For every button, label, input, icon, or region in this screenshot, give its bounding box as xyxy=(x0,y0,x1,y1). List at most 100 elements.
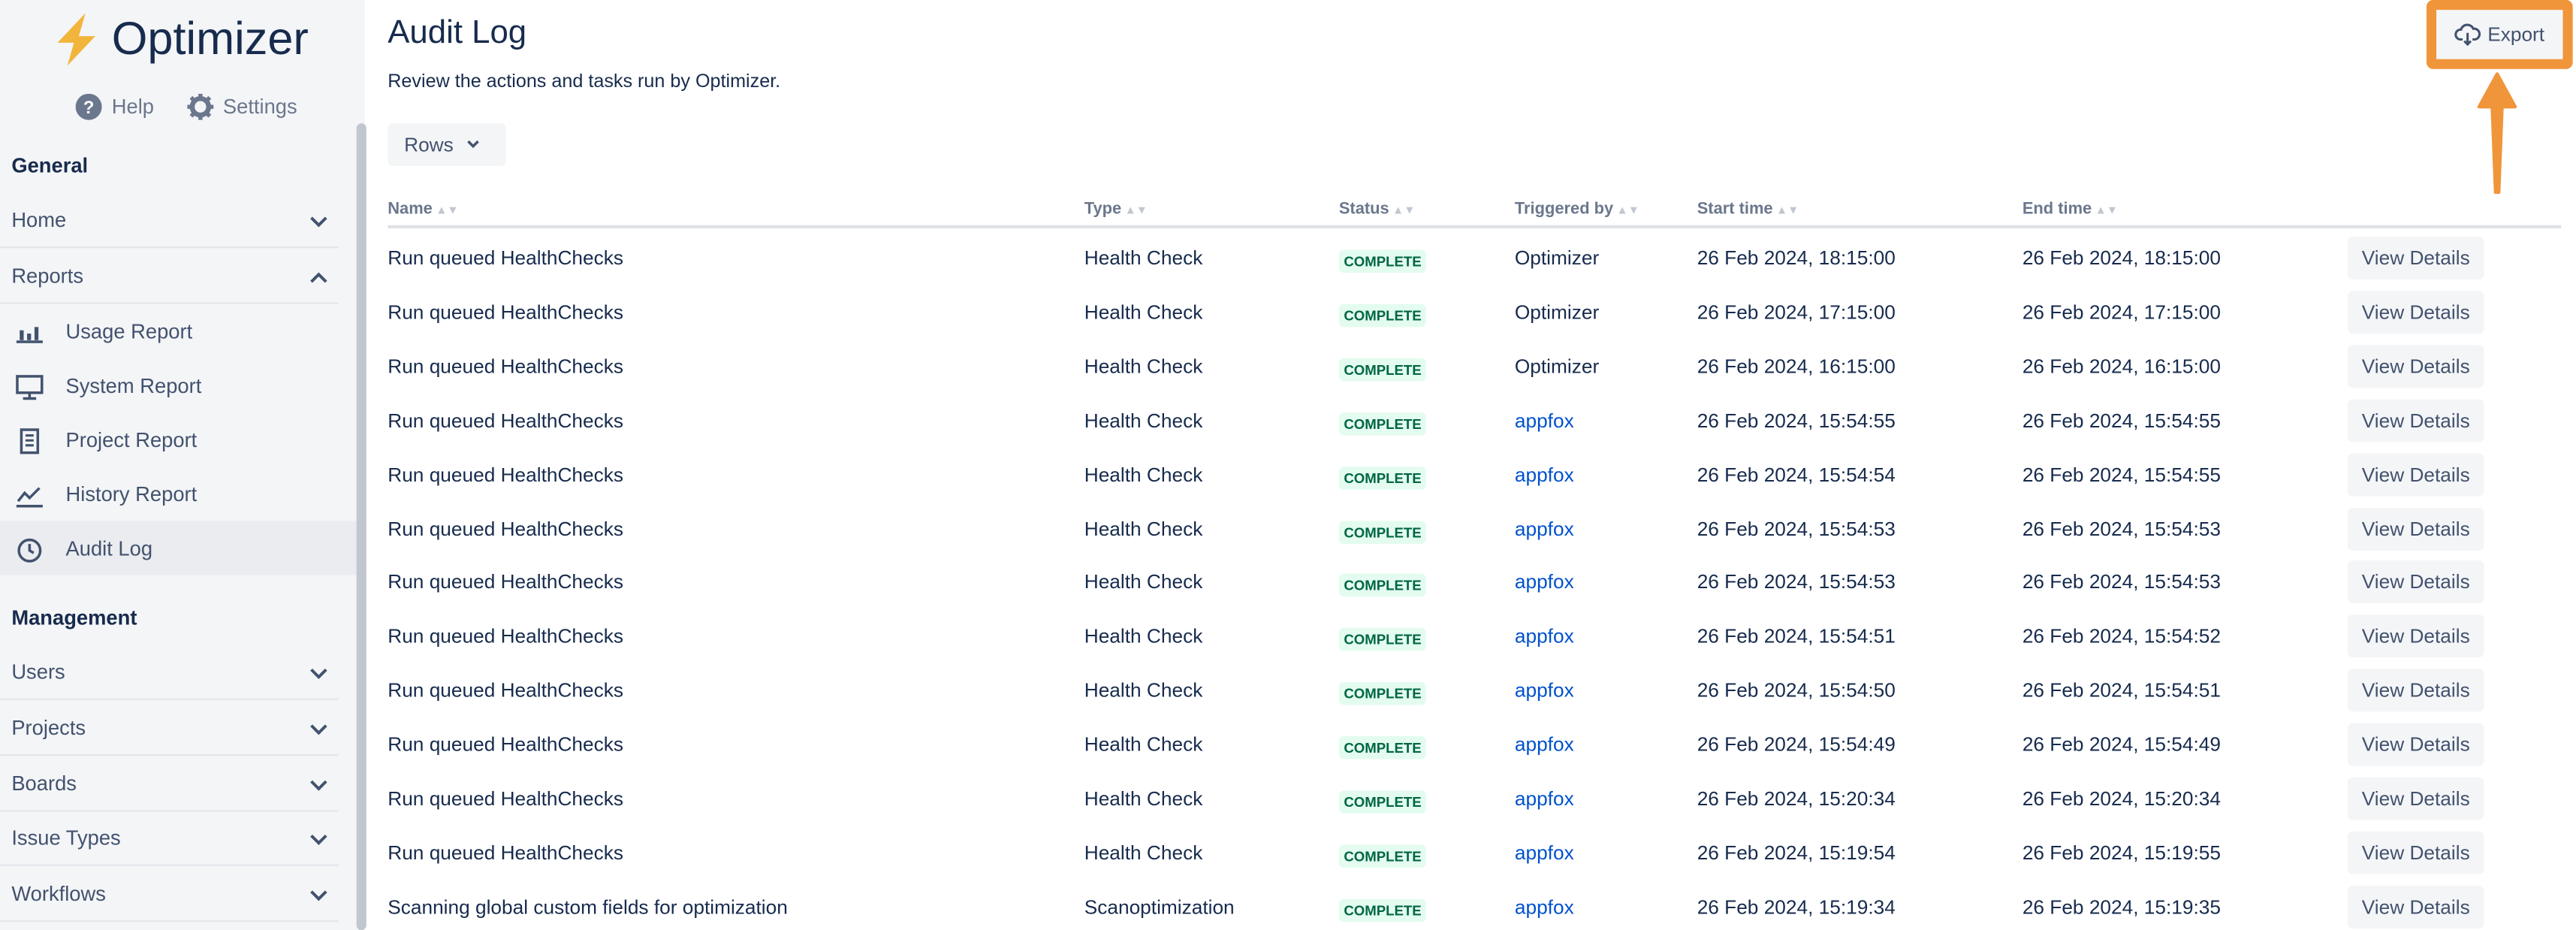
rows-label: Rows xyxy=(404,133,454,156)
brand-name: Optimizer xyxy=(111,13,309,65)
cell-type: Health Check xyxy=(1084,732,1203,756)
sidebar-item-history-report[interactable]: History Report xyxy=(0,467,351,521)
sidebar-item-users[interactable]: Users xyxy=(0,646,339,700)
sidebar-item-project-report[interactable]: Project Report xyxy=(0,412,351,467)
cell-triggered-by[interactable]: appfox xyxy=(1514,787,1574,811)
cell-type: Health Check xyxy=(1084,355,1203,378)
cell-end-time: 26 Feb 2024, 15:19:55 xyxy=(2022,841,2222,865)
help-link[interactable]: ? Help xyxy=(75,93,154,120)
cell-name: Run queued HealthChecks xyxy=(388,516,624,540)
cell-triggered-by[interactable]: appfox xyxy=(1514,570,1574,594)
view-details-button[interactable]: View Details xyxy=(2347,398,2484,442)
export-label: Export xyxy=(2487,23,2545,47)
cell-triggered-by[interactable]: appfox xyxy=(1514,516,1574,540)
monitor-icon xyxy=(16,375,44,400)
sidebar-item-label: Home xyxy=(11,208,67,232)
sidebar-item-boards[interactable]: Boards xyxy=(0,757,339,811)
table-row: Run queued HealthChecks Health Check COM… xyxy=(388,284,2561,338)
table-row: Run queued HealthChecks Health Check COM… xyxy=(388,717,2561,771)
cell-triggered-by: Optimizer xyxy=(1514,246,1600,270)
sidebar-item-audit-log[interactable]: Audit Log xyxy=(0,521,358,575)
cell-end-time: 26 Feb 2024, 18:15:00 xyxy=(2022,246,2222,270)
column-header-label: Type xyxy=(1084,200,1122,219)
cell-triggered-by[interactable]: appfox xyxy=(1514,841,1574,865)
cell-triggered-by[interactable]: appfox xyxy=(1514,895,1574,919)
cell-triggered-by[interactable]: appfox xyxy=(1514,678,1574,702)
cell-type: Health Check xyxy=(1084,462,1203,486)
sidebar-item-usage-report[interactable]: Usage Report xyxy=(0,304,351,358)
column-header-end-time[interactable]: End time ▲▼ xyxy=(2022,201,2118,219)
bar-chart-icon xyxy=(16,327,43,343)
cell-end-time: 26 Feb 2024, 15:20:34 xyxy=(2022,787,2222,811)
view-details-button[interactable]: View Details xyxy=(2347,723,2484,766)
cell-name: Run queued HealthChecks xyxy=(388,300,624,324)
sidebar-item-reports[interactable]: Reports xyxy=(0,250,339,304)
cell-end-time: 26 Feb 2024, 15:54:55 xyxy=(2022,462,2222,486)
column-header-name[interactable]: Name ▲▼ xyxy=(388,201,458,219)
status-badge: COMPLETE xyxy=(1338,520,1427,543)
column-header-type[interactable]: Type ▲▼ xyxy=(1084,201,1148,219)
sidebar-item-label: Issue Types xyxy=(11,827,121,850)
column-header-triggered-by[interactable]: Triggered by ▲▼ xyxy=(1515,201,1639,219)
cell-triggered-by[interactable]: appfox xyxy=(1514,624,1574,648)
column-header-start-time[interactable]: Start time ▲▼ xyxy=(1697,201,1799,219)
sidebar: Optimizer ? Help Settings General Home Rep… xyxy=(0,0,366,930)
view-details-button[interactable]: View Details xyxy=(2347,506,2484,550)
cell-name: Run queued HealthChecks xyxy=(388,624,624,648)
cell-triggered-by[interactable]: appfox xyxy=(1514,732,1574,756)
settings-link[interactable]: Settings xyxy=(186,93,297,120)
cell-start-time: 26 Feb 2024, 17:15:00 xyxy=(1697,300,1896,324)
cell-name: Run queued HealthChecks xyxy=(388,678,624,702)
rows-dropdown[interactable]: Rows xyxy=(388,123,506,166)
view-details-button[interactable]: View Details xyxy=(2347,452,2484,496)
sidebar-item-label: Workflows xyxy=(11,883,106,906)
column-header-label: Triggered by xyxy=(1514,200,1614,219)
status-badge: COMPLETE xyxy=(1338,736,1427,759)
sidebar-item-home[interactable]: Home xyxy=(0,194,339,249)
page-subtitle: Review the actions and tasks run by Opti… xyxy=(388,72,781,92)
sidebar-scrollbar[interactable] xyxy=(356,123,366,930)
header-divider xyxy=(388,225,2562,229)
view-details-button[interactable]: View Details xyxy=(2347,885,2484,928)
cell-name: Run queued HealthChecks xyxy=(388,787,624,811)
sidebar-item-label: Projects xyxy=(11,716,86,739)
sidebar-item-label: Project Report xyxy=(65,427,198,451)
sort-icon: ▲▼ xyxy=(2095,205,2118,217)
view-details-button[interactable]: View Details xyxy=(2347,777,2484,820)
sidebar-item-issue-types[interactable]: Issue Types xyxy=(0,812,339,867)
cell-start-time: 26 Feb 2024, 15:19:34 xyxy=(1697,895,1896,919)
view-details-button[interactable]: View Details xyxy=(2347,831,2484,874)
cell-start-time: 26 Feb 2024, 15:54:54 xyxy=(1697,462,1896,486)
chevron-down-icon xyxy=(310,723,327,735)
export-button[interactable]: Export xyxy=(2426,0,2573,69)
status-badge: COMPLETE xyxy=(1338,898,1427,922)
column-header-status[interactable]: Status ▲▼ xyxy=(1339,201,1416,219)
sidebar-item-projects[interactable]: Projects xyxy=(0,702,339,756)
sidebar-item-workflows[interactable]: Workflows xyxy=(0,868,339,922)
cell-triggered-by[interactable]: appfox xyxy=(1514,462,1574,486)
cell-end-time: 26 Feb 2024, 15:54:55 xyxy=(2022,409,2222,432)
chevron-down-icon xyxy=(310,669,327,680)
chevron-down-icon xyxy=(310,890,327,901)
cell-triggered-by[interactable]: appfox xyxy=(1514,409,1574,432)
view-details-button[interactable]: View Details xyxy=(2347,237,2484,279)
view-details-button[interactable]: View Details xyxy=(2347,560,2484,604)
annotation-arrow-icon xyxy=(2477,72,2517,195)
sort-icon: ▲▼ xyxy=(1775,205,1799,217)
view-details-button[interactable]: View Details xyxy=(2347,290,2484,334)
cell-name: Run queued HealthChecks xyxy=(388,570,624,594)
view-details-button[interactable]: View Details xyxy=(2347,344,2484,388)
view-details-button[interactable]: View Details xyxy=(2347,614,2484,658)
cell-name: Run queued HealthChecks xyxy=(388,246,624,270)
logo[interactable]: Optimizer xyxy=(53,10,309,69)
cell-start-time: 26 Feb 2024, 16:15:00 xyxy=(1697,355,1896,378)
cell-start-time: 26 Feb 2024, 15:54:53 xyxy=(1697,516,1896,540)
sidebar-item-system-report[interactable]: System Report xyxy=(0,358,351,412)
sidebar-item-label: Reports xyxy=(11,264,84,288)
cell-type: Health Check xyxy=(1084,570,1203,594)
cell-type: Health Check xyxy=(1084,841,1203,865)
table-row: Run queued HealthChecks Health Check COM… xyxy=(388,554,2561,608)
chevron-up-icon xyxy=(310,272,327,283)
view-details-button[interactable]: View Details xyxy=(2347,669,2484,712)
table-row: Run queued HealthChecks Health Check COM… xyxy=(388,825,2561,879)
